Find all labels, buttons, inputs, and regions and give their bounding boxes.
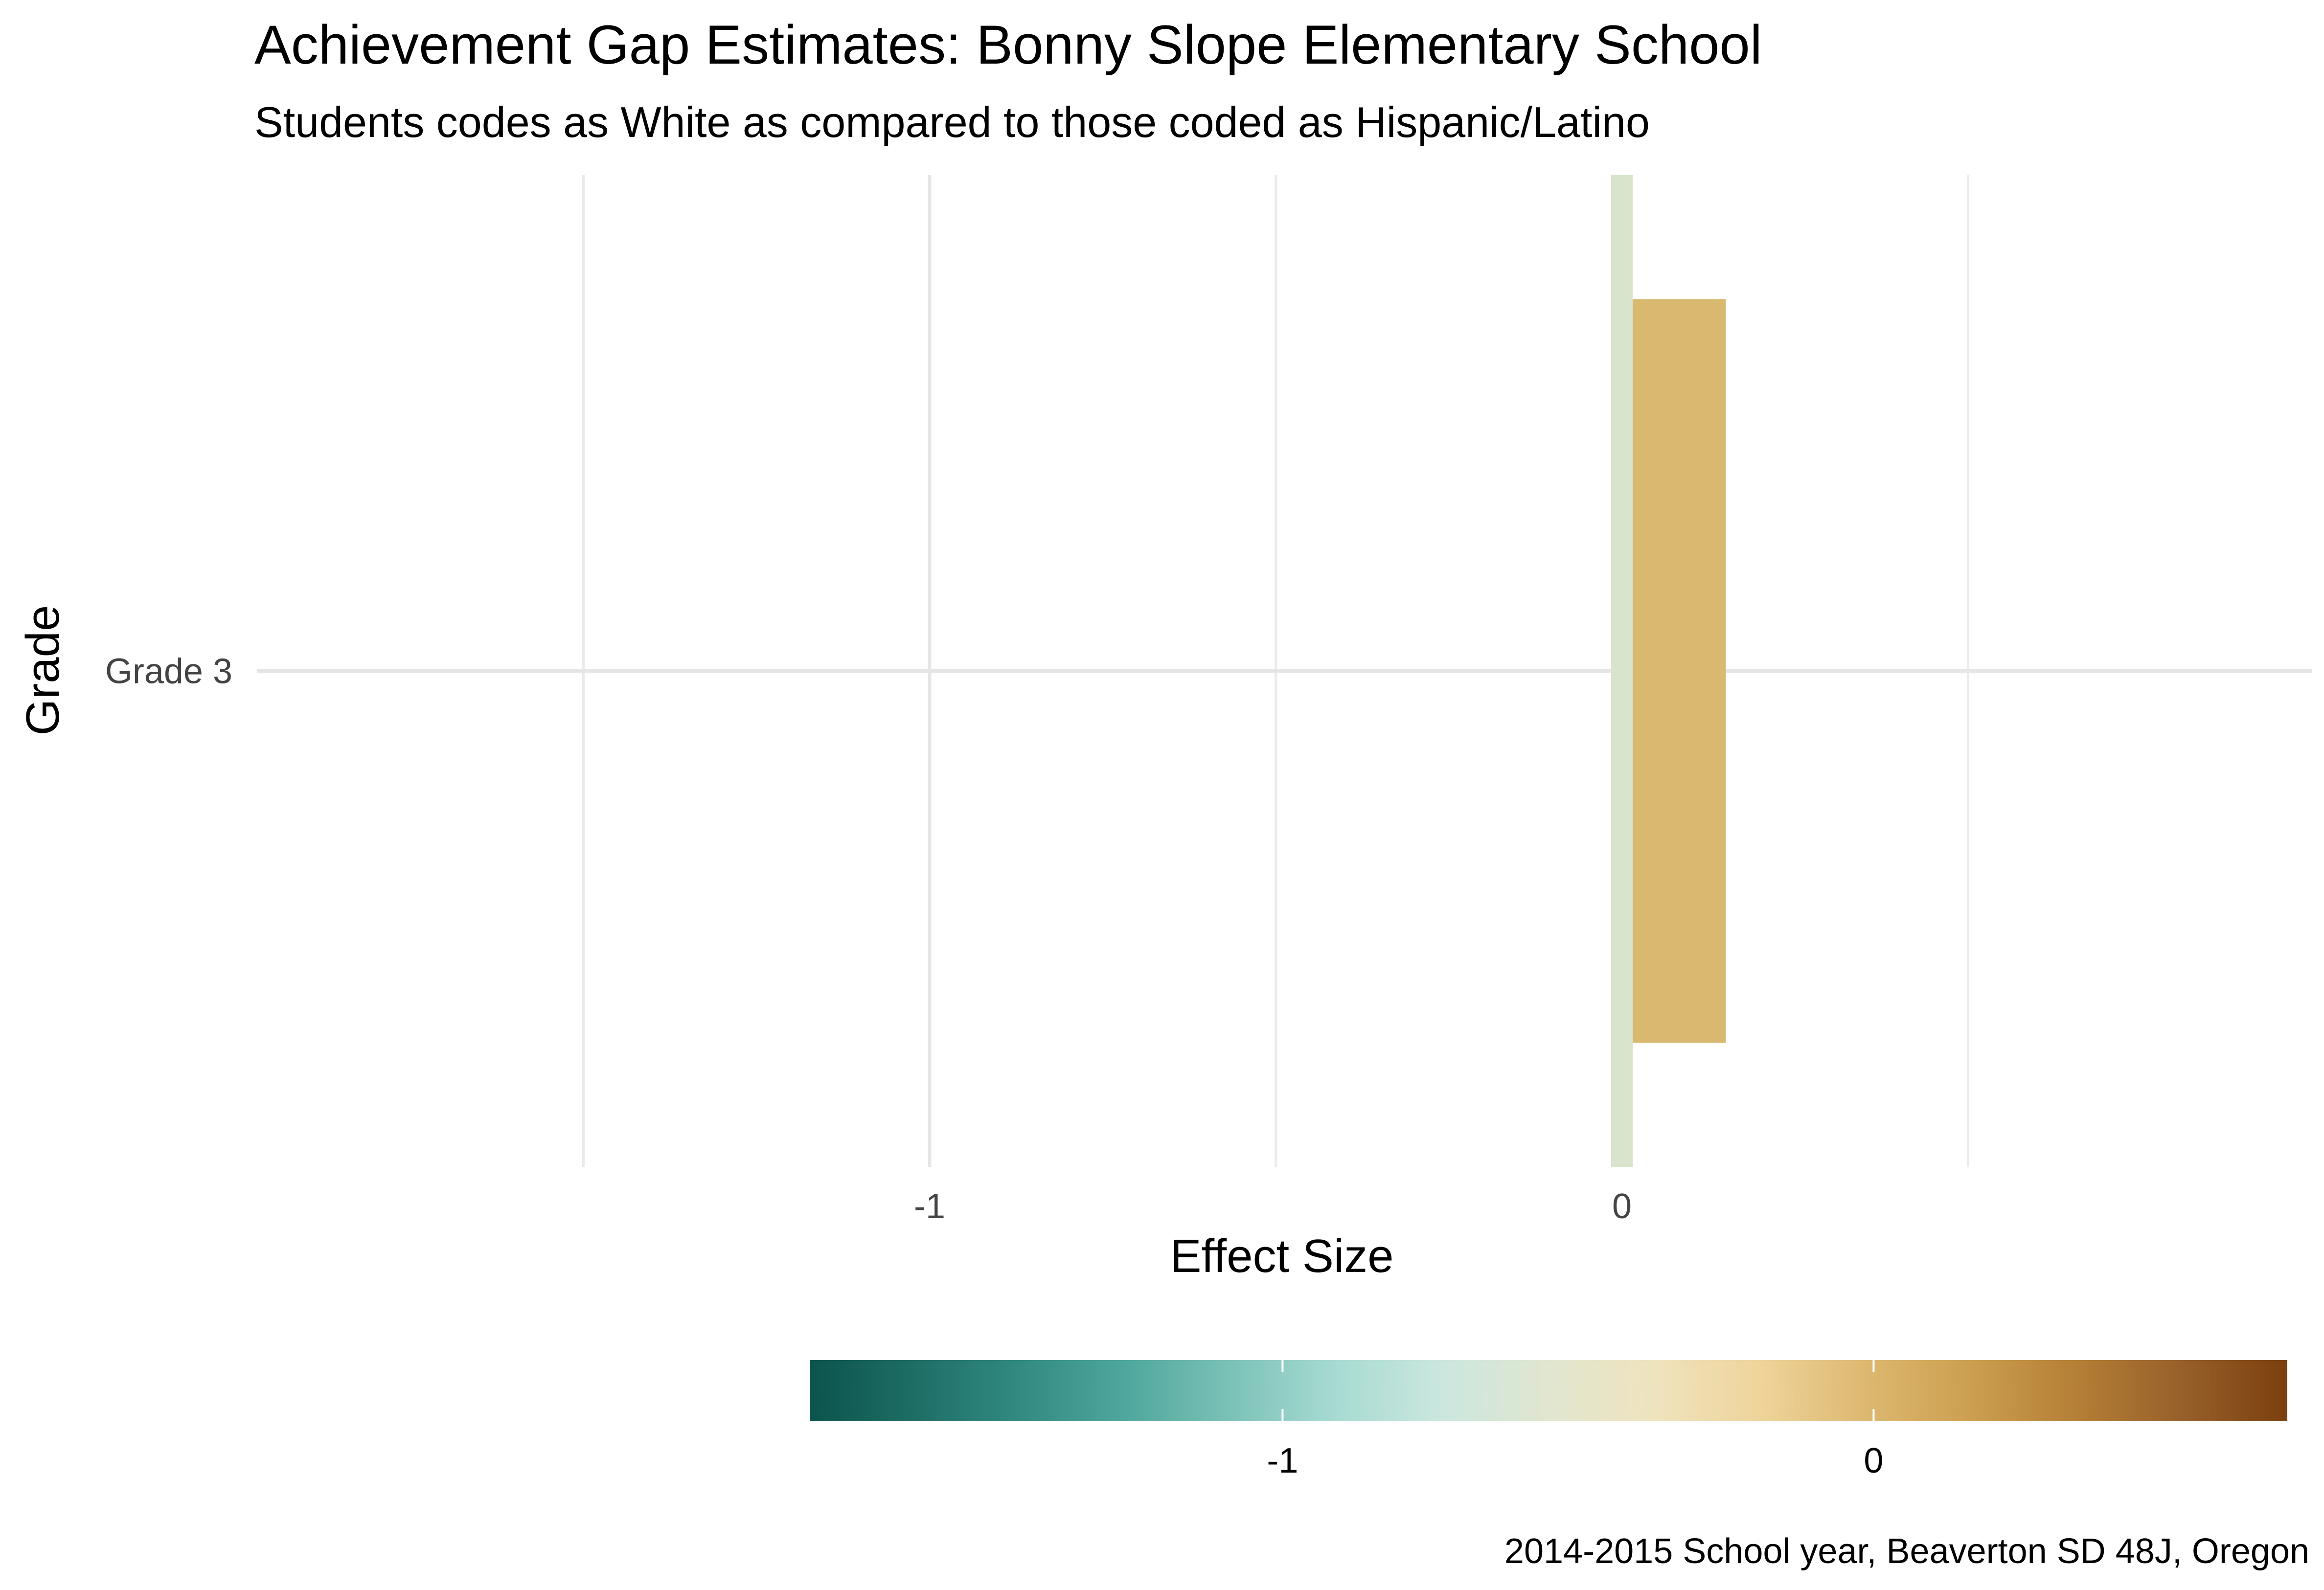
reference-line-layer	[1611, 175, 1633, 1167]
chart-title: Achievement Gap Estimates: Bonny Slope E…	[254, 14, 1762, 75]
colorbar-ramp	[810, 1360, 2287, 1421]
x-axis-ticks: -1 0	[914, 1187, 1632, 1226]
y-tick-label: Grade 3	[105, 652, 232, 691]
colorbar-tick-label: 0	[1864, 1441, 1883, 1480]
bar-grade-3	[1633, 299, 1726, 1043]
bars	[1633, 299, 1726, 1043]
chart-subtitle: Students codes as White as compared to t…	[254, 98, 1650, 146]
colorbar-tick-label: -1	[1267, 1441, 1298, 1480]
colorbar-ticks: -1 0	[1267, 1360, 1883, 1480]
colorbar-legend: -1 0	[810, 1360, 2287, 1480]
zero-reference-line	[1611, 175, 1633, 1167]
y-axis-ticks: Grade 3	[105, 652, 232, 691]
plot-panel: -1 0 Grade 3	[105, 175, 2312, 1226]
caption: 2014-2015 School year, Beaverton SD 48J,…	[1504, 1532, 2309, 1571]
x-tick-label: -1	[914, 1187, 945, 1226]
x-axis-title: Effect Size	[1170, 1230, 1393, 1282]
x-tick-label: 0	[1612, 1187, 1632, 1226]
y-axis-title: Grade	[17, 605, 69, 736]
grid-lines	[257, 175, 2312, 1167]
